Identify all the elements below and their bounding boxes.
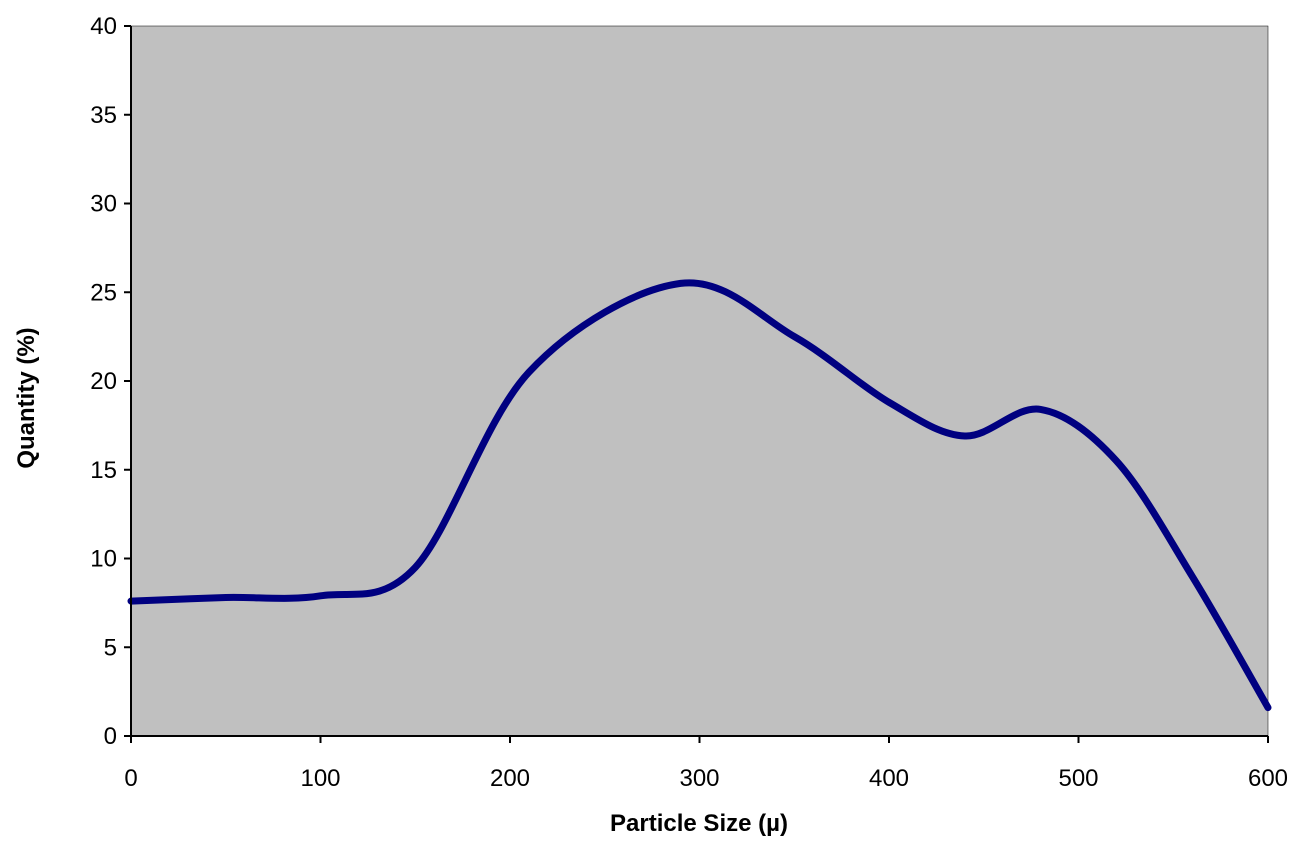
x-tick-label: 300 — [679, 765, 719, 792]
y-tick-label: 15 — [90, 457, 117, 484]
y-tick-label: 5 — [104, 634, 117, 661]
plot-area — [130, 25, 1269, 737]
data-layer — [127, 279, 1272, 712]
y-tick-label: 35 — [90, 102, 117, 129]
x-tick-label: 500 — [1058, 765, 1098, 792]
y-axis-title: Quantity (%) — [13, 327, 40, 468]
x-tick-label: 0 — [124, 765, 137, 792]
x-tick-label: 400 — [869, 765, 909, 792]
x-tick-label: 600 — [1248, 765, 1288, 792]
y-tick-label: 30 — [90, 191, 117, 218]
y-tick-label: 0 — [104, 723, 117, 750]
x-ticks: 0 100 200 300 400 500 600 — [124, 736, 1288, 792]
y-tick-label: 40 — [90, 13, 117, 40]
x-tick-label: 100 — [300, 765, 340, 792]
y-tick-label: 20 — [90, 368, 117, 395]
y-tick-label: 25 — [90, 279, 117, 306]
x-tick-label: 200 — [490, 765, 530, 792]
x-axis-title: Particle Size (µ) — [610, 810, 788, 837]
y-tick-label: 10 — [90, 546, 117, 573]
y-ticks: 0 5 10 15 20 25 30 35 40 — [90, 13, 131, 750]
series-line — [127, 279, 1272, 712]
